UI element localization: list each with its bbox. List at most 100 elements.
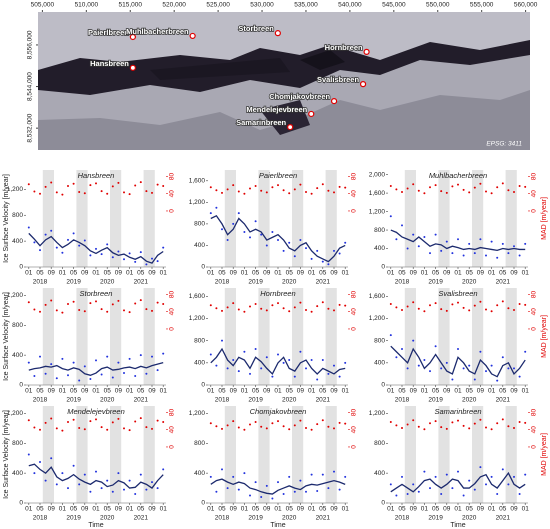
mad-point <box>139 417 142 420</box>
velocity-point <box>156 260 159 263</box>
mad-point <box>123 427 125 430</box>
mad-point <box>395 424 398 427</box>
mad-point <box>401 426 403 429</box>
velocity-point <box>457 238 459 241</box>
site-label: Hornbreen <box>325 43 363 52</box>
velocity-point <box>338 375 341 378</box>
x-tick-label: 05 <box>319 506 327 513</box>
velocity-point <box>232 222 235 225</box>
map-x-tick-label: 540,000 <box>338 2 362 9</box>
x-tick-label: 09 <box>410 270 418 277</box>
x-tick-label: 09 <box>510 506 518 513</box>
velocity-point <box>33 375 36 378</box>
velocity-point <box>321 260 324 263</box>
velocity-point <box>451 252 454 255</box>
mad-point <box>232 420 235 423</box>
x-tick-label: 01 <box>241 270 249 277</box>
season-band <box>472 406 484 503</box>
panel-title: Hornbreen <box>260 289 295 298</box>
velocity-point <box>162 352 165 355</box>
x-tick-label: 09 <box>443 506 451 513</box>
velocity-point <box>271 375 274 378</box>
velocity-point <box>151 355 153 358</box>
mad-point <box>429 304 431 307</box>
mad-point <box>39 192 41 195</box>
x-tick-label: 09 <box>410 388 418 395</box>
x-tick-label: 05 <box>137 388 145 395</box>
year-label: 2018 <box>395 279 410 286</box>
velocity-point <box>83 365 86 368</box>
velocity-point <box>83 473 86 476</box>
season-band <box>258 406 270 503</box>
velocity-point <box>479 238 482 241</box>
velocity-point <box>27 361 30 364</box>
velocity-point <box>226 367 229 370</box>
velocity-point <box>83 239 86 242</box>
smoothed-line <box>210 478 346 495</box>
x-tick-label: 09 <box>330 270 338 277</box>
velocity-point <box>237 212 240 215</box>
velocity-point <box>321 359 324 362</box>
x-tick-label: 05 <box>36 388 44 395</box>
year-label: 2021 <box>134 515 149 522</box>
panel-title: Chomjakovbreen <box>250 407 307 416</box>
velocity-point <box>78 244 81 247</box>
mad-point <box>457 183 459 186</box>
velocity-point <box>468 364 471 367</box>
panel-title: Paierlbreen <box>259 171 297 180</box>
velocity-point <box>288 241 291 244</box>
mad-point <box>134 302 137 305</box>
x-tick-label: 01 <box>488 270 496 277</box>
velocity-point <box>139 354 142 357</box>
site-label: Hansbreen <box>90 59 129 68</box>
mad-point <box>78 190 81 193</box>
year-label: 2018 <box>33 397 48 404</box>
velocity-point <box>338 252 341 255</box>
mad-point <box>237 308 240 311</box>
velocity-point <box>451 487 454 490</box>
velocity-point <box>440 493 443 496</box>
mad-point <box>445 191 448 194</box>
velocity-point <box>434 233 437 236</box>
mad-point <box>151 427 153 430</box>
year-label: 2019 <box>66 397 81 404</box>
velocity-point <box>265 356 268 359</box>
mad-point <box>209 422 212 425</box>
mad-point <box>128 193 131 196</box>
x-tick-label: 09 <box>263 506 271 513</box>
mad-point <box>445 427 448 430</box>
mad-point <box>111 421 114 424</box>
velocity-point <box>106 479 109 482</box>
x-tick-label: 01 <box>488 506 496 513</box>
x-tick-label: 05 <box>398 506 406 513</box>
mad-point <box>423 310 426 313</box>
velocity-point <box>55 483 58 486</box>
mad-point <box>473 186 476 189</box>
velocity-point <box>271 497 274 500</box>
mad-point <box>100 426 103 429</box>
velocity-point <box>507 252 510 255</box>
mad-point <box>117 417 120 420</box>
site-marker <box>359 81 367 88</box>
x-tick-label: 05 <box>104 506 112 513</box>
mad-point <box>468 309 471 312</box>
year-label: 2018 <box>215 515 230 522</box>
x-tick-label: 05 <box>70 270 78 277</box>
x-tick-label: 01 <box>207 506 215 513</box>
x-tick-label: 09 <box>510 388 518 395</box>
map-x-tick-label: 560,000 <box>514 2 538 9</box>
y2-tick-label: 40 <box>351 426 358 434</box>
velocity-point <box>440 367 443 370</box>
velocity-point <box>327 263 330 266</box>
velocity-point <box>237 370 240 373</box>
velocity-point <box>305 247 307 250</box>
velocity-point <box>462 254 465 257</box>
velocity-point <box>473 488 476 491</box>
x-tick-label: 01 <box>92 506 100 513</box>
x-tick-label: 09 <box>330 506 338 513</box>
mad-point <box>39 310 41 313</box>
mad-point <box>254 420 257 423</box>
mad-point <box>338 303 341 306</box>
year-label: 2021 <box>316 279 331 286</box>
velocity-point <box>226 487 229 490</box>
